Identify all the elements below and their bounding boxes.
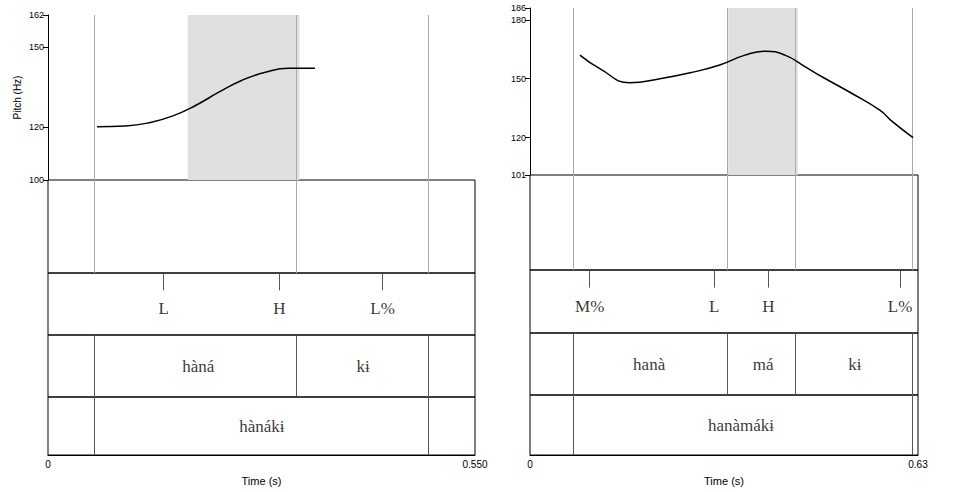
svg-text:hanàmákɨ: hanàmákɨ (708, 416, 774, 435)
svg-text:H: H (273, 299, 285, 318)
svg-text:H: H (762, 297, 774, 316)
svg-text:120: 120 (29, 122, 44, 132)
svg-text:162: 162 (29, 10, 44, 20)
svg-text:150: 150 (29, 42, 44, 52)
svg-text:0: 0 (527, 459, 533, 470)
svg-text:186: 186 (511, 3, 526, 13)
svg-text:L%: L% (888, 297, 913, 316)
svg-text:kɨ: kɨ (848, 355, 862, 374)
svg-text:L%: L% (370, 299, 395, 318)
svg-text:150: 150 (511, 74, 526, 84)
svg-text:M%: M% (575, 297, 604, 316)
svg-text:Time (s): Time (s) (704, 475, 744, 487)
svg-text:má: má (753, 355, 774, 374)
svg-text:kɨ: kɨ (357, 357, 371, 376)
svg-text:100: 100 (29, 175, 44, 185)
svg-text:hanà: hanà (633, 355, 666, 374)
svg-text:0.63: 0.63 (908, 459, 928, 470)
svg-text:L: L (709, 297, 719, 316)
svg-text:120: 120 (511, 133, 526, 143)
svg-text:180: 180 (511, 15, 526, 25)
svg-text:hànákɨ: hànákɨ (239, 417, 285, 436)
svg-text:hàná: hàná (182, 357, 215, 376)
svg-text:101: 101 (511, 170, 526, 180)
svg-text:L: L (158, 299, 168, 318)
svg-text:0: 0 (45, 459, 51, 470)
svg-text:Time (s): Time (s) (242, 475, 282, 487)
svg-text:Pitch (Hz): Pitch (Hz) (12, 76, 23, 120)
svg-text:0.550: 0.550 (462, 459, 487, 470)
